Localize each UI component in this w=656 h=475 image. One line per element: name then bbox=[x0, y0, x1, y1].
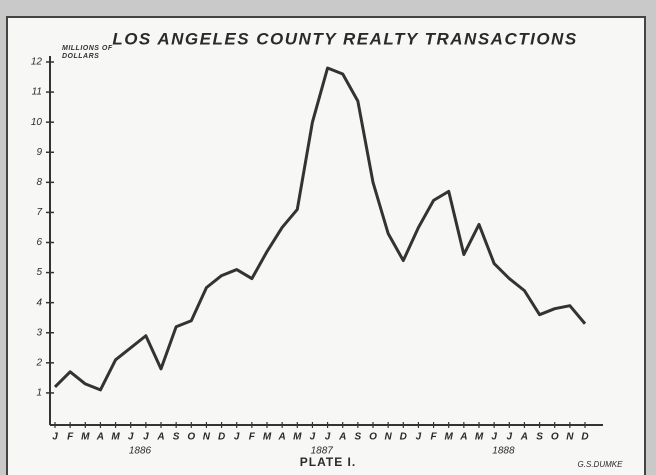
x-tick-label: J bbox=[507, 432, 513, 443]
x-tick-label: J bbox=[416, 432, 422, 443]
y-tick-label: 8 bbox=[36, 177, 42, 188]
x-tick-label: F bbox=[249, 432, 256, 443]
x-tick-label: S bbox=[173, 432, 180, 443]
x-tick-label: S bbox=[536, 432, 543, 443]
x-tick-label: M bbox=[445, 432, 454, 443]
x-tick-label: S bbox=[355, 432, 362, 443]
x-tick-label: A bbox=[459, 432, 467, 443]
signature: G.S.DUMKE bbox=[578, 460, 624, 469]
x-tick-label: D bbox=[218, 432, 225, 443]
x-tick-label: J bbox=[310, 432, 316, 443]
x-tick-label: M bbox=[475, 432, 484, 443]
y-tick-label: 1 bbox=[36, 388, 42, 399]
x-tick-label: A bbox=[278, 432, 286, 443]
footer: PLATE I. bbox=[300, 455, 356, 469]
y-tick-label: 10 bbox=[31, 117, 43, 128]
x-tick-label: O bbox=[187, 432, 195, 443]
x-tick-label: N bbox=[566, 432, 574, 443]
x-tick-label: M bbox=[81, 432, 90, 443]
x-tick-label: J bbox=[52, 432, 58, 443]
y-tick-label: 9 bbox=[36, 147, 42, 158]
data-line bbox=[53, 66, 587, 392]
x-tick-label: N bbox=[203, 432, 211, 443]
x-tick-label: J bbox=[491, 432, 497, 443]
y-tick-label: 4 bbox=[36, 297, 42, 308]
year-label: 1887 bbox=[311, 446, 334, 457]
y-tick-label: 5 bbox=[36, 267, 42, 278]
x-tick-label: M bbox=[293, 432, 302, 443]
chart-title: LOS ANGELES COUNTY REALTY TRANSACTIONS bbox=[112, 29, 577, 48]
x-tick-label: O bbox=[551, 432, 559, 443]
year-label: 1886 bbox=[129, 446, 152, 457]
y-tick-label: 3 bbox=[36, 327, 42, 338]
y-tick-label: 2 bbox=[35, 357, 42, 368]
x-tick-label: J bbox=[143, 432, 149, 443]
y-tick-label: 7 bbox=[36, 207, 42, 218]
x-tick-label: J bbox=[234, 432, 240, 443]
x-tick-label: A bbox=[156, 432, 164, 443]
x-tick-label: F bbox=[67, 432, 74, 443]
x-tick-label: N bbox=[385, 432, 393, 443]
x-tick-label: A bbox=[96, 432, 104, 443]
y-tick-label: 12 bbox=[31, 57, 43, 68]
y-tick-label: 6 bbox=[36, 237, 42, 248]
x-tick-label: A bbox=[520, 432, 528, 443]
x-tick-label: D bbox=[581, 432, 588, 443]
year-label: 1888 bbox=[492, 446, 515, 457]
y-axis-label: MILLIONS OF DOLLARS bbox=[62, 45, 113, 60]
x-tick-label: O bbox=[369, 432, 377, 443]
x-tick-label: M bbox=[263, 432, 272, 443]
x-tick-label: F bbox=[431, 432, 438, 443]
chart-frame bbox=[6, 16, 646, 475]
y-tick-label: 11 bbox=[32, 87, 42, 98]
x-tick-label: M bbox=[111, 432, 120, 443]
x-tick-label: J bbox=[325, 432, 331, 443]
x-tick-label: A bbox=[338, 432, 346, 443]
x-tick-label: J bbox=[128, 432, 134, 443]
x-tick-label: D bbox=[400, 432, 407, 443]
